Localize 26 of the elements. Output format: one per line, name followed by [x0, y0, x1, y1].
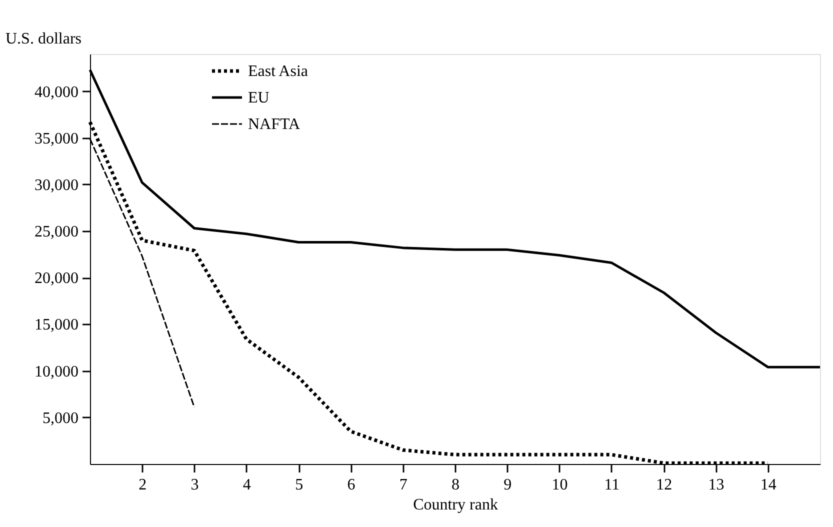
y-axis-title: U.S. dollars	[6, 30, 82, 48]
y-tick-label: 35,000	[34, 130, 78, 148]
y-tick-label: 10,000	[34, 363, 78, 380]
x-tick-label: 5	[295, 476, 304, 494]
x-tick-label: 2	[138, 476, 147, 494]
x-tick-label: 12	[656, 476, 672, 494]
y-tick-label: 40,000	[34, 84, 78, 101]
x-tick-label: 9	[504, 476, 512, 494]
x-tick-label: 14	[760, 476, 776, 494]
x-tick-label: 8	[452, 476, 460, 494]
y-tick-label: 15,000	[34, 316, 78, 334]
x-axis-title: Country rank	[413, 496, 498, 514]
legend-label: EU	[248, 90, 270, 106]
y-tick-label: 25,000	[34, 224, 78, 241]
x-tick-label: 13	[708, 476, 724, 494]
y-tick-label: 5,000	[42, 410, 78, 427]
x-tick-label: 4	[242, 476, 251, 494]
legend-label: East Asia	[248, 63, 308, 80]
legend-label: NAFTA	[248, 116, 300, 133]
x-tick-label: 11	[604, 476, 620, 494]
x-tick-label: 7	[399, 476, 408, 494]
y-tick-label: 20,000	[34, 270, 78, 288]
x-tick-label: 10	[552, 476, 568, 494]
x-tick-label: 6	[347, 476, 356, 494]
x-tick-label: 3	[190, 476, 199, 494]
y-tick-label: 30,000	[34, 176, 78, 194]
